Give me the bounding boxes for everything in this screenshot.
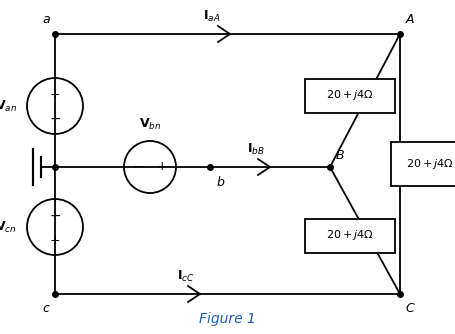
Text: Figure 1: Figure 1	[198, 312, 255, 326]
Text: $\mathbf{V}_{bn}$: $\mathbf{V}_{bn}$	[139, 117, 161, 132]
Text: $a$: $a$	[42, 13, 51, 26]
Text: $\mathbf{I}_{bB}$: $\mathbf{I}_{bB}$	[247, 142, 265, 157]
Text: −: −	[49, 112, 61, 126]
Text: +: +	[157, 161, 167, 173]
Text: $c$: $c$	[42, 302, 51, 315]
Text: $b$: $b$	[216, 175, 225, 189]
Text: $\mathbf{I}_{aA}$: $\mathbf{I}_{aA}$	[203, 9, 221, 24]
Text: +: +	[50, 89, 61, 102]
Text: +: +	[50, 233, 61, 246]
Text: −: −	[132, 160, 144, 174]
Text: −: −	[49, 209, 61, 223]
Text: $\mathbf{I}_{cC}$: $\mathbf{I}_{cC}$	[177, 269, 195, 284]
Text: $\mathbf{V}_{an}$: $\mathbf{V}_{an}$	[0, 99, 17, 114]
Text: $C$: $C$	[405, 302, 416, 315]
Text: $\mathbf{V}_{cn}$: $\mathbf{V}_{cn}$	[0, 219, 17, 234]
Text: $A$: $A$	[405, 13, 415, 26]
Text: $B$: $B$	[335, 149, 345, 162]
FancyBboxPatch shape	[305, 78, 395, 113]
FancyBboxPatch shape	[305, 218, 395, 253]
FancyBboxPatch shape	[391, 142, 455, 186]
Text: $20+j4\Omega$: $20+j4\Omega$	[406, 157, 454, 171]
Text: $20+j4\Omega$: $20+j4\Omega$	[326, 89, 374, 103]
Text: $20+j4\Omega$: $20+j4\Omega$	[326, 228, 374, 242]
